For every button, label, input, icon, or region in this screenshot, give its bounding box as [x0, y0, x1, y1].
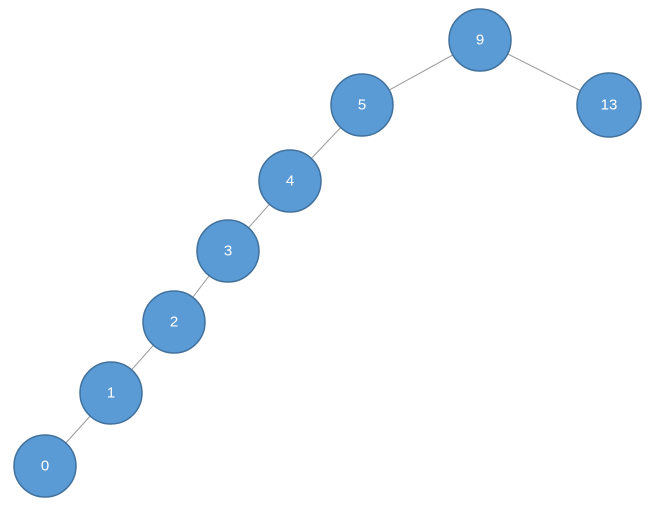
nodes-layer: 9 5 13 4 3 2 1 0: [13, 8, 642, 498]
node-label: 13: [601, 97, 618, 114]
node-label: 9: [476, 32, 484, 49]
tree-node-9: 9: [448, 8, 512, 72]
node-circle: [142, 290, 206, 354]
node-circle: [448, 8, 512, 72]
node-circle: [576, 72, 642, 138]
node-label: 3: [224, 243, 232, 260]
tree-node-13: 13: [576, 72, 642, 138]
tree-node-1: 1: [79, 361, 143, 425]
node-circle: [196, 219, 260, 283]
node-circle: [13, 434, 77, 498]
node-circle: [330, 73, 394, 137]
node-label: 5: [358, 97, 366, 114]
node-circle: [79, 361, 143, 425]
tree-node-4: 4: [258, 149, 322, 213]
node-label: 0: [41, 458, 49, 475]
node-label: 2: [170, 314, 178, 331]
tree-node-2: 2: [142, 290, 206, 354]
tree-node-5: 5: [330, 73, 394, 137]
node-circle: [258, 149, 322, 213]
tree-node-3: 3: [196, 219, 260, 283]
tree-node-0: 0: [13, 434, 77, 498]
node-label: 1: [107, 385, 115, 402]
node-label: 4: [286, 173, 294, 190]
